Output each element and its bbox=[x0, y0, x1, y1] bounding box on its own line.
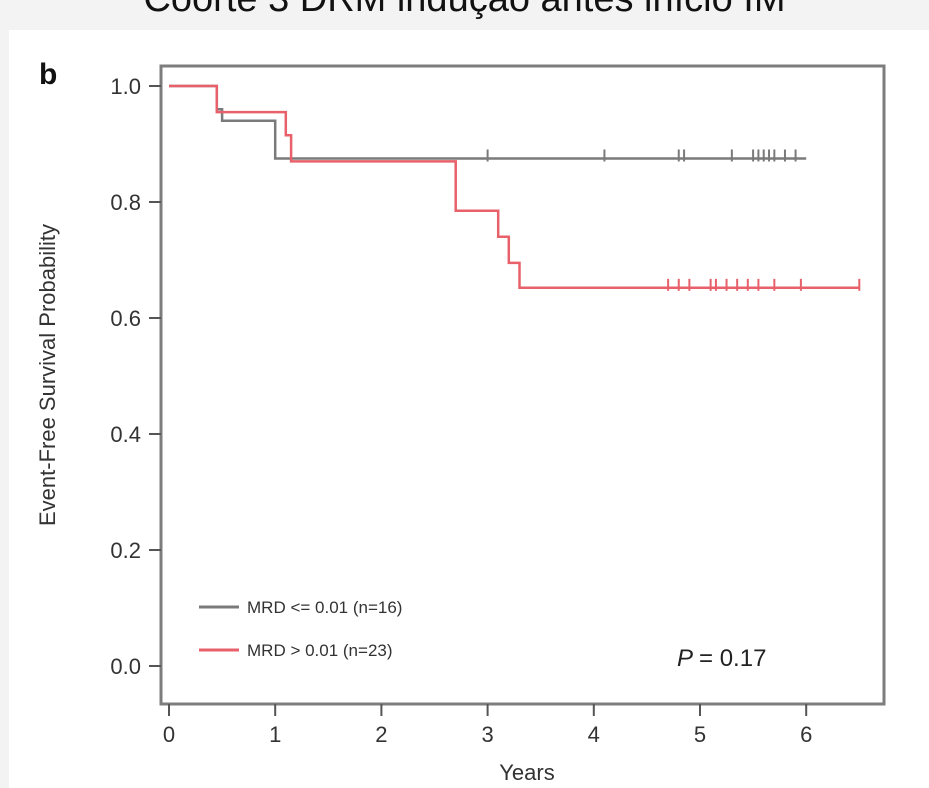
x-tick-label: 3 bbox=[481, 722, 493, 747]
x-axis: 0 1 2 3 4 5 6 bbox=[163, 704, 812, 747]
p-symbol: P bbox=[677, 645, 693, 672]
y-tick-label: 0.2 bbox=[110, 538, 141, 563]
legend-label-series-2: MRD > 0.01 (n=23) bbox=[247, 641, 393, 660]
y-axis-title: Event-Free Survival Probability bbox=[35, 224, 60, 526]
y-tick-label: 0.4 bbox=[110, 422, 141, 447]
y-axis: 0.0 0.2 0.4 0.6 0.8 1.0 bbox=[110, 74, 161, 679]
x-tick-label: 0 bbox=[163, 722, 175, 747]
x-tick-label: 5 bbox=[694, 722, 706, 747]
series-line-2 bbox=[169, 84, 860, 290]
page-title: Coorte 3 DRM indução antes início IM bbox=[0, 0, 929, 21]
y-tick-label: 0.6 bbox=[110, 306, 141, 331]
legend: MRD <= 0.01 (n=16) MRD > 0.01 (n=23) bbox=[199, 598, 402, 660]
km-chart: b 0.0 0.2 0.4 0.6 0.8 1.0 0 1 2 3 4 5 6 Event-Free … bbox=[35, 58, 886, 785]
x-tick-label: 4 bbox=[588, 722, 600, 747]
x-tick-label: 6 bbox=[800, 722, 812, 747]
x-tick-label: 1 bbox=[269, 722, 281, 747]
y-tick-label: 0.8 bbox=[110, 190, 141, 215]
legend-label-series-1: MRD <= 0.01 (n=16) bbox=[247, 598, 402, 617]
y-tick-label: 0.0 bbox=[110, 654, 141, 679]
p-value: = 0.17 bbox=[699, 645, 766, 672]
plot-frame bbox=[159, 64, 886, 706]
p-value-annotation: P = 0.17 bbox=[677, 645, 766, 672]
series-layer bbox=[169, 84, 861, 291]
x-tick-label: 2 bbox=[375, 722, 387, 747]
x-axis-title: Years bbox=[499, 760, 554, 785]
series-line-1 bbox=[169, 84, 807, 160]
y-tick-label: 1.0 bbox=[110, 74, 141, 99]
figure-panel: b 0.0 0.2 0.4 0.6 0.8 1.0 0 1 2 3 4 5 6 Event-Free … bbox=[9, 30, 929, 788]
panel-label: b bbox=[39, 58, 57, 91]
